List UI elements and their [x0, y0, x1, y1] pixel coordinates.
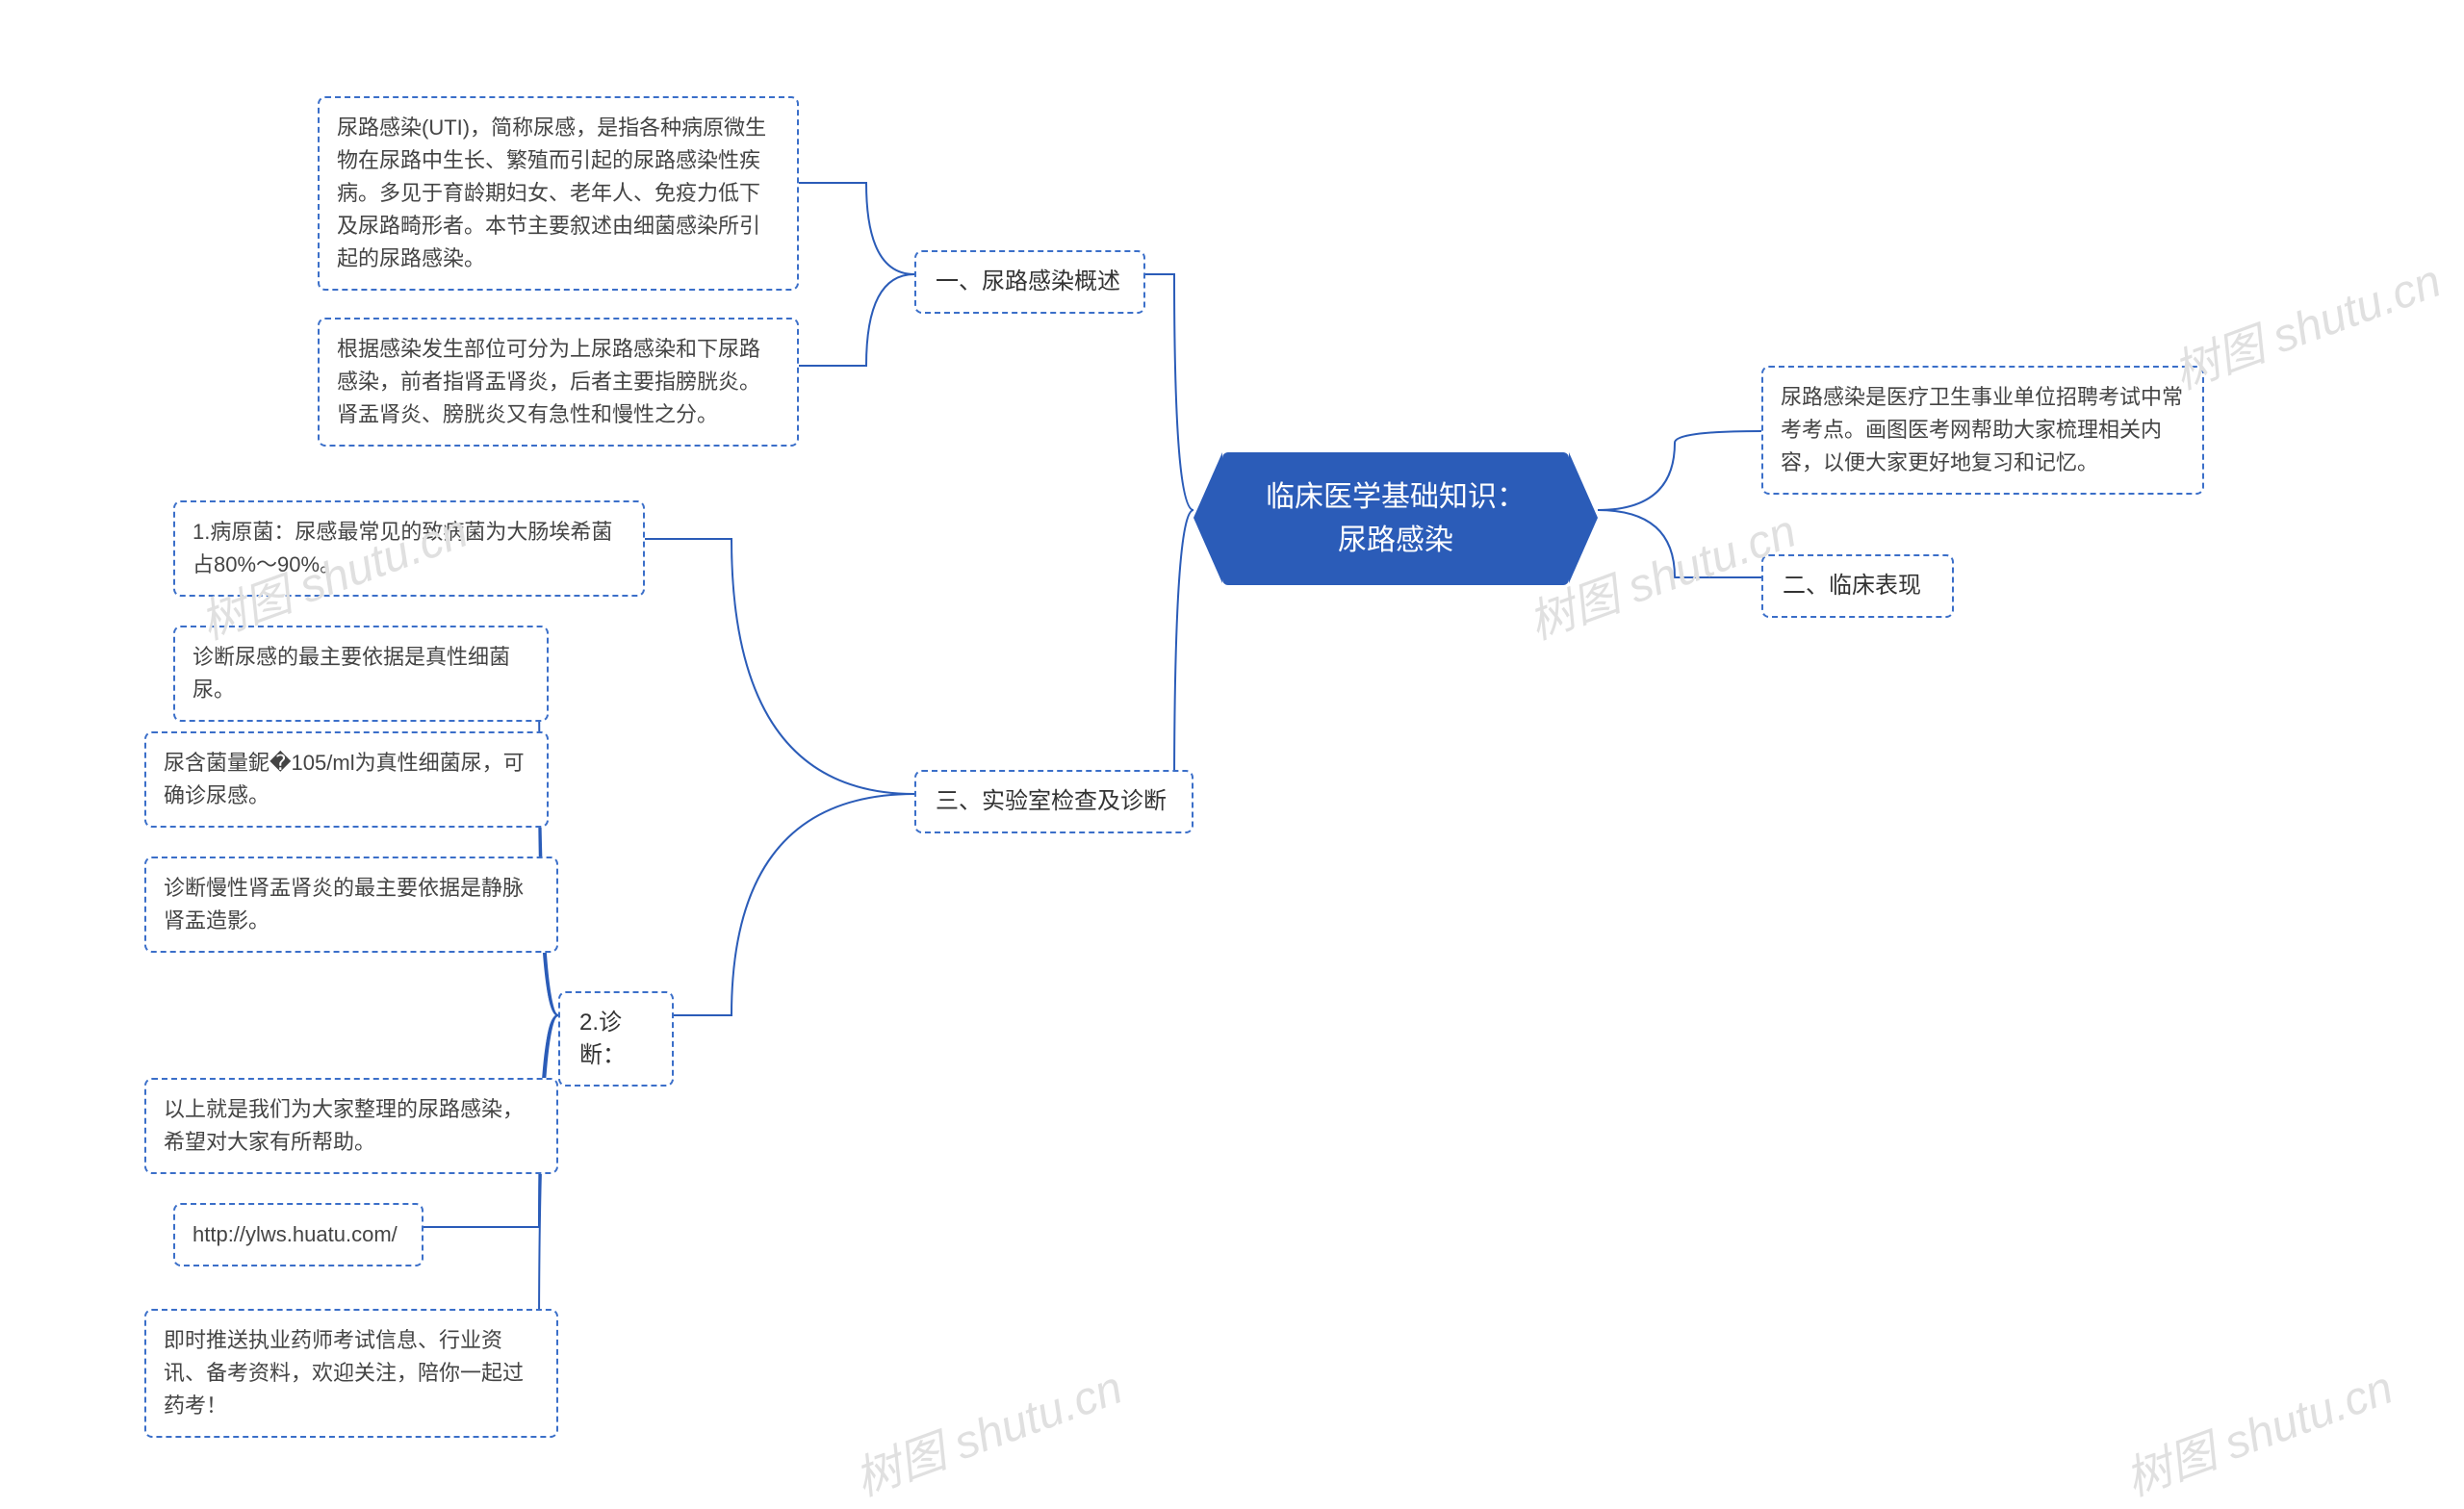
diag-child5-text: http://ylws.huatu.com/ — [192, 1222, 398, 1246]
section1-child2[interactable]: 根据感染发生部位可分为上尿路感染和下尿路感染，前者指肾盂肾炎，后者主要指膀胱炎。… — [318, 318, 799, 447]
section3-child1-text: 1.病原菌：尿感最常见的致病菌为大肠埃希菌占80%～90%。 — [192, 520, 612, 576]
diag-child6-text: 即时推送执业药师考试信息、行业资讯、备考资料，欢迎关注，陪你一起过药考！ — [164, 1328, 524, 1418]
watermark: 树图 shutu.cn — [2115, 1349, 2400, 1508]
right-intro-node[interactable]: 尿路感染是医疗卫生事业单位招聘考试中常考考点。画图医考网帮助大家梳理相关内容，以… — [1761, 366, 2204, 495]
diag-text: 2.诊断： — [579, 1010, 626, 1068]
section1-child1[interactable]: 尿路感染(UTI)，简称尿感，是指各种病原微生物在尿路中生长、繁殖而引起的尿路感… — [318, 96, 799, 291]
diag-child6[interactable]: 即时推送执业药师考试信息、行业资讯、备考资料，欢迎关注，陪你一起过药考！ — [144, 1309, 558, 1438]
diag-child4-text: 以上就是我们为大家整理的尿路感染，希望对大家有所帮助。 — [164, 1097, 524, 1154]
root-text: 临床医学基础知识：尿路感染 — [1266, 481, 1526, 556]
section2-text: 二、临床表现 — [1783, 573, 1921, 599]
section3-node[interactable]: 三、实验室检查及诊断 — [914, 770, 1194, 833]
section1-text: 一、尿路感染概述 — [936, 269, 1120, 294]
right-intro-text: 尿路感染是医疗卫生事业单位招聘考试中常考考点。画图医考网帮助大家梳理相关内容，以… — [1781, 385, 2183, 474]
diag-child2[interactable]: 尿含菌量鈮�105/ml为真性细菌尿，可确诊尿感。 — [144, 731, 549, 828]
diag-child1-text: 诊断尿感的最主要依据是真性细菌尿。 — [192, 645, 510, 702]
section1-child2-text: 根据感染发生部位可分为上尿路感染和下尿路感染，前者指肾盂肾炎，后者主要指膀胱炎。… — [337, 337, 760, 426]
section3-child1[interactable]: 1.病原菌：尿感最常见的致病菌为大肠埃希菌占80%～90%。 — [173, 500, 645, 597]
section1-child1-text: 尿路感染(UTI)，简称尿感，是指各种病原微生物在尿路中生长、繁殖而引起的尿路感… — [337, 115, 766, 270]
diag-child5[interactable]: http://ylws.huatu.com/ — [173, 1203, 424, 1266]
diag-child3-text: 诊断慢性肾盂肾炎的最主要依据是静脉肾盂造影。 — [164, 876, 524, 933]
diag-node[interactable]: 2.诊断： — [558, 991, 674, 1087]
diag-child4[interactable]: 以上就是我们为大家整理的尿路感染，希望对大家有所帮助。 — [144, 1078, 558, 1174]
diag-child3[interactable]: 诊断慢性肾盂肾炎的最主要依据是静脉肾盂造影。 — [144, 857, 558, 953]
watermark: 树图 shutu.cn — [844, 1349, 1130, 1508]
diag-child1[interactable]: 诊断尿感的最主要依据是真性细菌尿。 — [173, 626, 549, 722]
section1-node[interactable]: 一、尿路感染概述 — [914, 250, 1145, 314]
root-node[interactable]: 临床医学基础知识：尿路感染 — [1222, 452, 1569, 585]
section2-node[interactable]: 二、临床表现 — [1761, 554, 1954, 618]
section3-text: 三、实验室检查及诊断 — [936, 788, 1167, 814]
watermark: 树图 shutu.cn — [2163, 243, 2449, 401]
diag-child2-text: 尿含菌量鈮�105/ml为真性细菌尿，可确诊尿感。 — [164, 751, 525, 807]
